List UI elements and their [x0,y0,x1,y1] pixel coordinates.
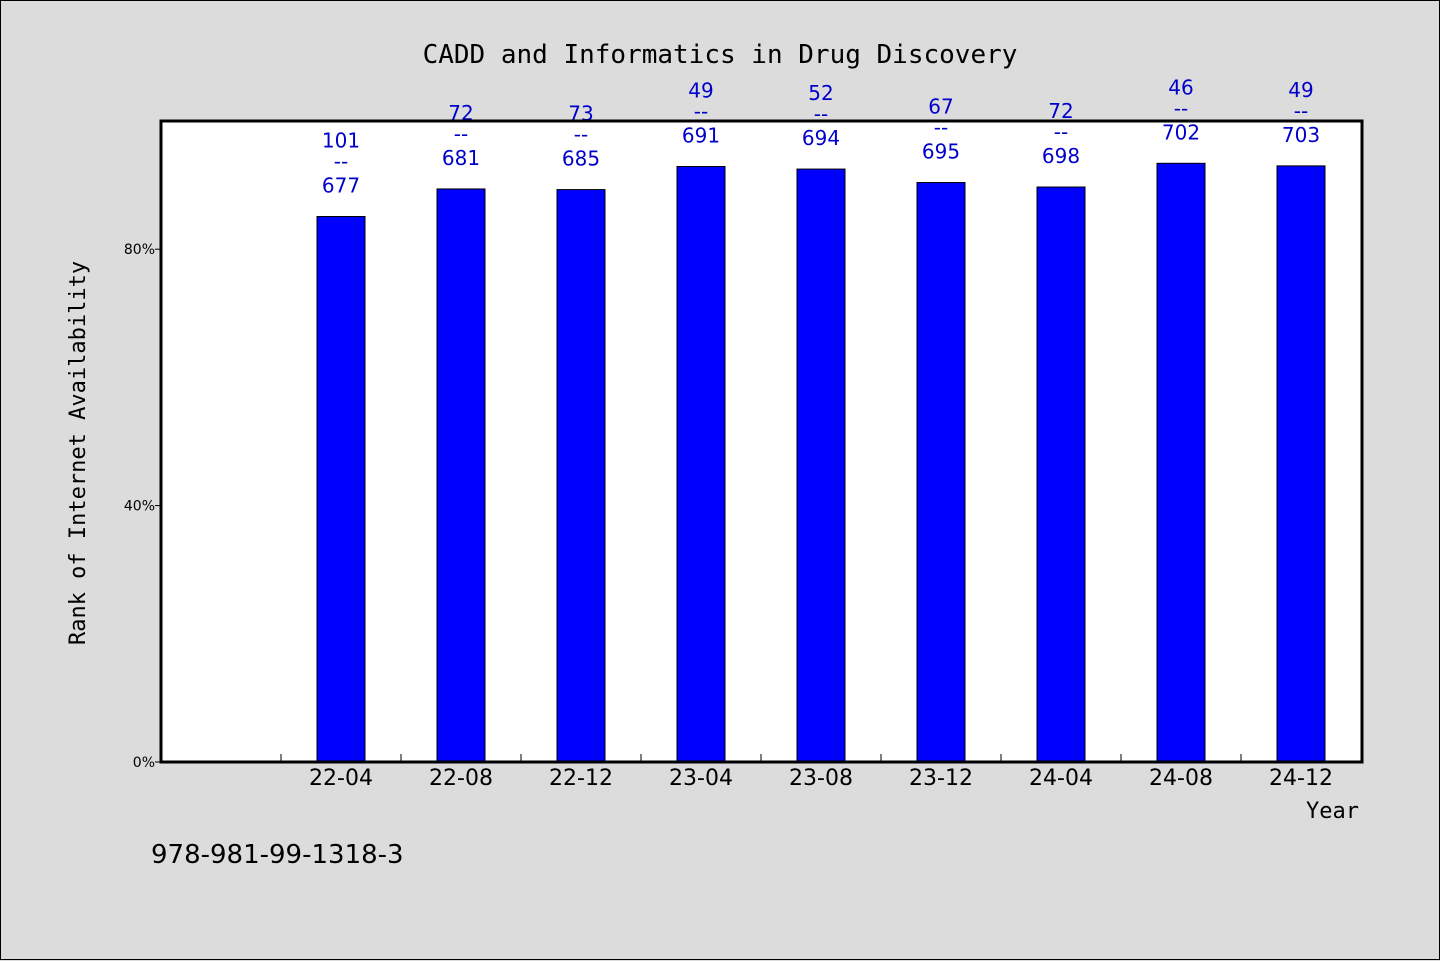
data-label-top: 46 [1168,75,1193,99]
data-label-separator: -- [934,116,948,140]
data-label-bottom: 702 [1162,120,1200,144]
x-axis-label: Year [1306,799,1359,824]
data-label-top: 49 [1288,78,1313,102]
x-tick-label: 24-12 [1269,766,1333,791]
bar-24-12 [1276,165,1326,763]
bars-group [316,162,1326,763]
y-tick-label: 80% [124,242,155,258]
data-label-bottom: 691 [682,124,720,148]
data-labels-group: 101--67772--68173--68549--69152--69467--… [322,75,1320,197]
y-tick-label: 40% [124,499,155,515]
data-label-separator: -- [1174,96,1188,120]
bar-23-12 [916,182,966,763]
x-tick-label: 24-04 [1029,766,1093,791]
y-tick-label: 0% [133,755,155,771]
data-label-bottom: 703 [1282,123,1320,147]
data-label-top: 72 [1048,99,1073,123]
data-label-top: 67 [928,95,953,119]
plot-frame [159,119,1364,764]
data-label-bottom: 694 [802,126,840,150]
chart-title: CADD and Informatics in Drug Discovery [423,40,1018,70]
bar-22-12 [556,189,606,763]
data-label-separator: -- [334,150,348,174]
x-tick-label: 22-12 [549,766,613,791]
x-tick-label: 23-04 [669,766,733,791]
ticks-group: 0% 40% 80% 22-04 22-08 22-12 23-04 23-08 23-12 24… [124,242,1362,791]
data-label-separator: -- [454,122,468,146]
data-label-separator: -- [694,100,708,124]
data-label-top: 49 [688,79,713,103]
bar-24-04 [1036,186,1086,763]
x-tick-label: 24-08 [1149,766,1213,791]
bar-24-08 [1156,162,1206,763]
x-tick-label: 23-08 [789,766,853,791]
bar-23-08 [796,168,846,763]
x-tick-label: 23-12 [909,766,973,791]
isbn-text: 978-981-99-1318-3 [151,840,404,870]
bar-22-08 [436,188,486,763]
y-axis-label: Rank of Internet Availability [66,261,91,645]
data-label-bottom: 681 [442,146,480,170]
data-label-bottom: 677 [322,174,360,198]
data-label-bottom: 698 [1042,144,1080,168]
data-label-bottom: 695 [922,140,960,164]
data-label-top: 52 [808,81,833,105]
bar-23-04 [676,166,726,763]
x-tick-label: 22-08 [429,766,493,791]
data-label-separator: -- [574,123,588,147]
data-label-separator: -- [1294,99,1308,123]
data-label-separator: -- [1054,120,1068,144]
data-label-top: 101 [322,129,360,153]
bar-22-04 [316,216,366,763]
data-label-bottom: 685 [562,147,600,171]
x-tick-label: 22-04 [309,766,373,791]
